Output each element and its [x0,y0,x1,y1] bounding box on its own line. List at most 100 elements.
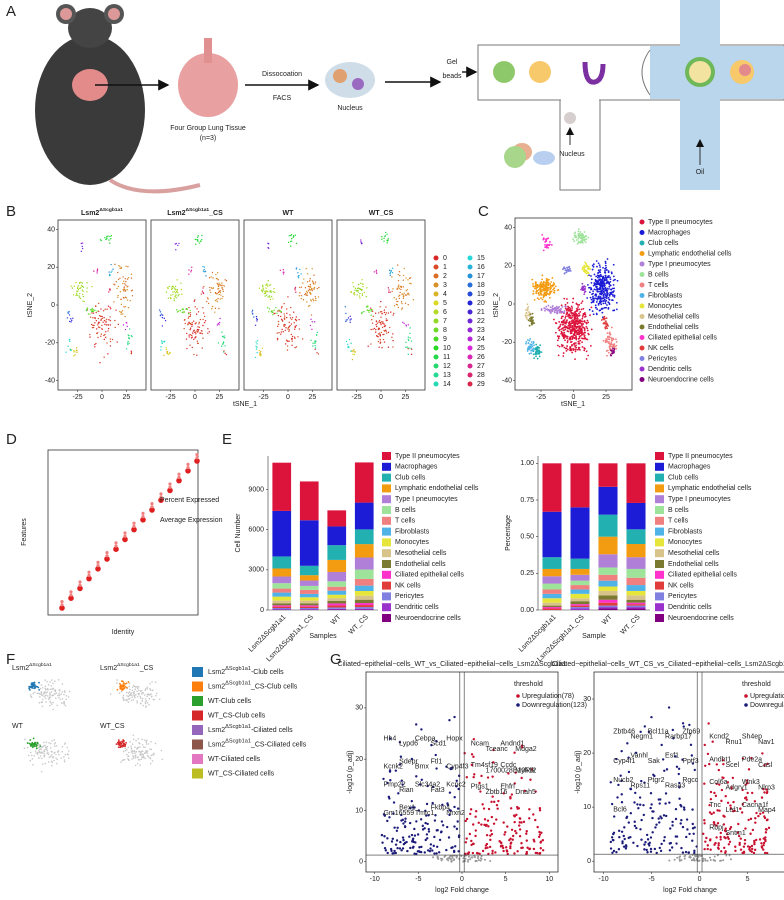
text-sup: ΔScgb1a1 [29,662,52,668]
cell-dot [109,242,111,244]
cell-dot [612,309,615,312]
text-base: WT_CS [100,723,125,730]
gene-dot [723,846,726,850]
cell-dot [405,290,407,292]
gene-dot [765,788,768,791]
text-base: WT [283,210,295,217]
gene-dot [747,818,750,822]
gene-dot [421,828,425,831]
gene-dot [473,773,476,776]
cell-dot [142,755,145,757]
cell-dot [528,352,531,355]
cell-dot [600,300,603,303]
cell-dot [130,352,133,355]
cell-dot [121,310,124,312]
cell-dot [131,749,133,752]
gene-dot [667,706,671,709]
cell-dot [33,691,36,694]
gene-dot [652,810,655,813]
bar-segment [626,502,646,530]
cell-dot [75,293,78,295]
bar-segment [299,580,319,586]
gene-dot [612,832,615,836]
cell-dot [200,293,202,295]
cell-dot [576,317,579,320]
dot [159,495,163,499]
cell-dot [305,292,307,295]
legend-label: Neuroendocrine cells [648,376,714,383]
gene-dot [480,855,483,858]
cell-dot [527,319,530,322]
cell-dot [564,307,567,310]
cell-dot [114,326,116,329]
cell-dot [569,336,572,339]
cell-dot [299,292,301,294]
cell-dot [261,347,264,349]
cell-dot [608,294,611,297]
gene-label: Kcnk2 [383,764,403,771]
legend-swatch [192,710,203,721]
cell-dot [127,681,130,683]
cell-dot [563,333,565,336]
gene-dot [433,819,437,822]
cell-dot [402,274,405,277]
cell-dot [30,682,33,685]
cell-dot [177,310,180,312]
gene-dot [446,858,449,861]
cell-dot [261,285,264,288]
cell-dot [316,352,318,354]
cell-dot [309,299,312,301]
cell-dot [93,270,95,272]
cell-dot [384,329,387,331]
cell-dot [160,346,162,348]
cell-dot [104,333,106,336]
cell-dot [34,686,37,688]
bar-segment [272,462,292,511]
cell-dot [526,339,529,341]
cell-dot [583,266,586,268]
cell-dot [560,304,563,307]
cell-dot [579,339,582,342]
cell-dot [592,263,595,266]
cell-dot [101,317,104,320]
cell-dot [194,238,197,241]
cell-dot [270,295,273,298]
cell-dot [53,743,56,745]
cell-dot [107,328,110,330]
cell-dot [563,297,566,300]
gene-dot [675,842,678,845]
cell-dot [562,337,565,339]
cell-dot [604,260,607,263]
cell-dot [153,752,155,755]
gene-dot [453,796,456,799]
gene-dot [709,790,713,794]
cell-dot [188,336,190,338]
legend-swatch [467,273,473,279]
gene-dot [495,803,499,807]
dot [60,600,64,604]
cell-dot [606,304,608,306]
gene-dot [622,845,626,848]
cell-dot [563,310,566,312]
gene-dot [450,846,453,850]
cell-dot [532,290,535,292]
cell-dot [572,321,574,324]
cell-dot [272,311,274,313]
cell-dot [566,341,569,344]
gene-dot [724,850,727,853]
gene-dot [484,824,488,827]
cell-dot [561,311,564,314]
cell-dot [92,310,95,313]
cell-dot [103,338,105,341]
cell-dot [592,284,595,287]
cell-dot [536,283,539,286]
cell-dot [188,269,190,271]
cell-dot [101,328,104,330]
bar-segment [626,577,646,586]
legend-label: Pericytes [395,593,424,600]
gene-dot [437,851,441,854]
cell-dot [63,760,66,763]
gene-dot [733,809,736,812]
gene-dot [395,839,399,842]
cell-dot [596,308,599,311]
